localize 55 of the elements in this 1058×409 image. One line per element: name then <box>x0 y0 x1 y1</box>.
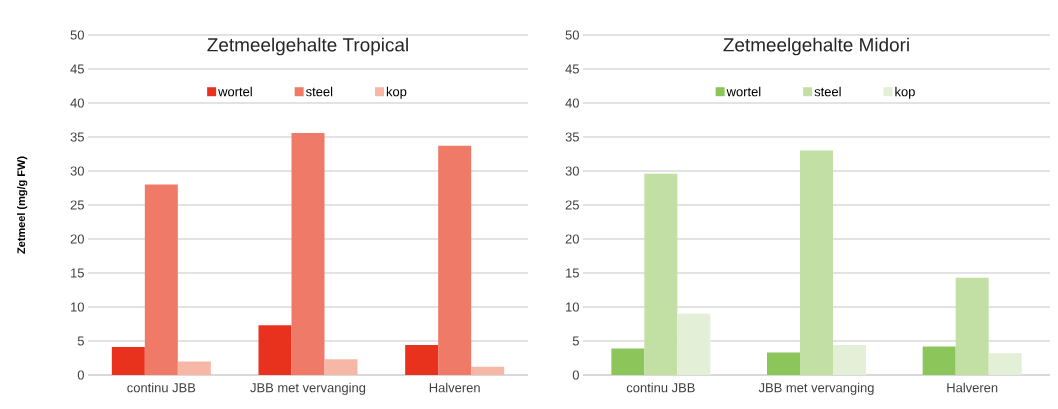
y-tick-label: 25 <box>70 200 84 210</box>
legend-label: wortel <box>218 86 252 97</box>
y-tick-label: 45 <box>565 64 579 74</box>
y-tick-label: 20 <box>565 234 579 244</box>
bar <box>644 173 678 375</box>
x-tick-label: continu JBB <box>127 382 196 393</box>
y-tick-label: 35 <box>565 132 579 142</box>
bar <box>258 325 292 375</box>
y-tick-label: 50 <box>70 30 84 40</box>
y-tick-label: 40 <box>565 98 579 108</box>
legend-label: wortel <box>726 86 761 97</box>
bar <box>291 132 325 375</box>
bar <box>955 277 989 375</box>
bar <box>988 353 1022 375</box>
x-tick-label: JBB met vervanging <box>250 382 366 395</box>
x-tick-label: continu JBB <box>626 382 695 393</box>
y-tick-label: 10 <box>566 302 579 312</box>
bar <box>800 150 834 375</box>
bar <box>438 145 472 375</box>
x-tick-label: JBB met vervanging <box>758 382 874 395</box>
y-tick-label: 30 <box>70 166 84 176</box>
y-tick-label: 0 <box>77 370 84 380</box>
bar <box>767 352 801 375</box>
chart-title: Zetmeelgehalte Midori <box>723 37 909 56</box>
bar <box>471 366 505 375</box>
chart-title: Zetmeelgehalte Tropical <box>207 37 408 56</box>
y-tick-label: 5 <box>77 336 84 346</box>
bar <box>405 345 439 375</box>
y-tick-label: 35 <box>70 132 84 142</box>
y-tick-label: 10 <box>71 302 84 312</box>
bar <box>324 359 358 375</box>
y-tick-label: 15 <box>566 268 579 278</box>
legend-label: steel <box>814 86 841 97</box>
legend-label: steel <box>306 86 333 97</box>
y-tick-label: 25 <box>565 200 579 210</box>
x-tick-label: Halveren <box>947 382 998 393</box>
y-tick-label: 0 <box>572 370 579 380</box>
legend-label: kop <box>386 86 407 99</box>
y-tick-label: 50 <box>565 30 579 40</box>
bar <box>922 346 956 375</box>
y-tick-label: 15 <box>71 268 84 278</box>
bar <box>833 345 867 375</box>
x-tick-label: Halveren <box>429 382 480 393</box>
bar <box>144 184 178 375</box>
y-tick-label: 20 <box>70 234 84 244</box>
y-tick-label: 40 <box>70 98 84 108</box>
y-tick-label: 45 <box>70 64 84 74</box>
y-axis-title: Zetmeel (mg/g FW) <box>17 156 28 254</box>
y-tick-label: 5 <box>572 336 579 346</box>
bar <box>677 313 711 375</box>
bar <box>177 361 211 375</box>
legend-label: kop <box>895 86 915 99</box>
bar <box>611 348 645 375</box>
bar <box>111 347 145 375</box>
y-tick-label: 30 <box>565 166 579 176</box>
